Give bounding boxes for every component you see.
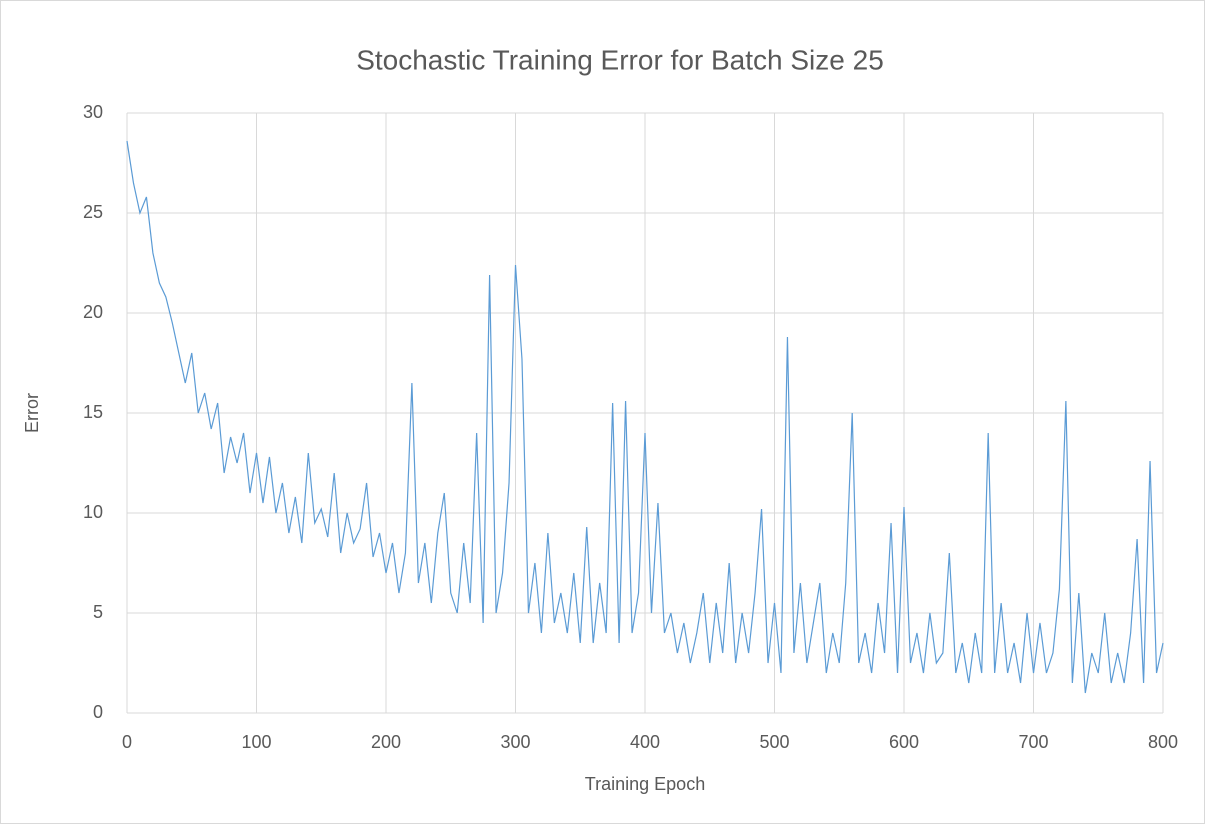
data-line	[126, 140, 1164, 694]
x-tick-label: 400	[630, 732, 660, 752]
chart-title: Stochastic Training Error for Batch Size…	[356, 44, 884, 75]
y-axis-label: Error	[22, 393, 42, 433]
y-tick-label: 20	[83, 302, 103, 322]
x-tick-label: 300	[500, 732, 530, 752]
y-tick-label: 5	[93, 602, 103, 622]
y-tick-label: 15	[83, 402, 103, 422]
x-axis-label: Training Epoch	[585, 774, 705, 794]
y-tick-label: 10	[83, 502, 103, 522]
x-tick-label: 0	[122, 732, 132, 752]
x-tick-label: 800	[1148, 732, 1178, 752]
y-tick-label: 25	[83, 202, 103, 222]
x-tick-label: 600	[889, 732, 919, 752]
x-tick-label: 700	[1018, 732, 1048, 752]
y-tick-label: 0	[93, 702, 103, 722]
x-tick-label: 500	[759, 732, 789, 752]
x-tick-label: 200	[371, 732, 401, 752]
x-tick-label: 100	[241, 732, 271, 752]
y-tick-label: 30	[83, 102, 103, 122]
